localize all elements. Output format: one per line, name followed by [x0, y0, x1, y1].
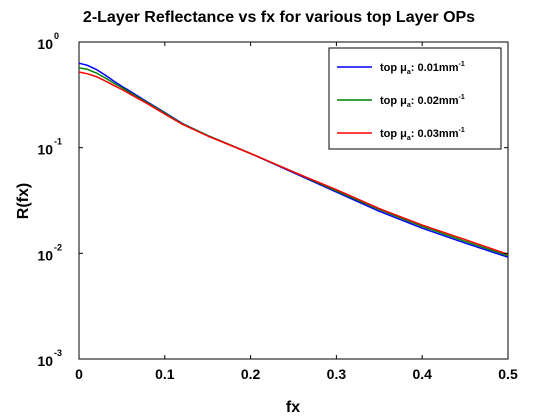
legend-item: top μa: 0.01mm-1 [337, 61, 465, 76]
chart-title: 2-Layer Reflectance vs fx for various to… [83, 9, 475, 26]
y-tick-label: 10 -3 [37, 348, 62, 369]
y-tick-exponent: -2 [54, 242, 62, 252]
legend-box [328, 47, 502, 150]
y-tick-exponent: -3 [54, 348, 62, 358]
x-tick-label: 0.3 [327, 366, 347, 382]
legend-item: top μa: 0.02mm-1 [337, 94, 465, 109]
y-tick-label: 10 -1 [37, 137, 62, 158]
x-tick-label: 0 [75, 366, 83, 382]
y-tick-base: 10 [37, 353, 53, 369]
y-tick-label: 10 0 [37, 31, 59, 52]
series-layer [78, 62, 509, 258]
y-tick-label: 10-2 [37, 242, 62, 263]
legend-item: top μa: 0.03mm-1 [337, 127, 465, 142]
y-tick-base: 10 [37, 36, 53, 52]
legend-label: top μa: 0.01mm-1 [380, 61, 465, 76]
series-line-3 [78, 71, 509, 256]
legend-items: top μa: 0.01mm-1 top μa: 0.02mm-1 top μa: … [337, 61, 465, 142]
x-tick-label: 0.2 [241, 366, 261, 382]
x-tick-label: 0.5 [498, 366, 518, 382]
legend-label: top μa: 0.02mm-1 [380, 94, 465, 109]
legend: top μa: 0.01mm-1 top μa: 0.02mm-1 top μa: … [328, 47, 502, 150]
y-tick-exponent: -1 [54, 137, 62, 147]
x-tick-label: 0.1 [155, 366, 175, 382]
y-tick-base: 10 [37, 247, 53, 263]
x-axis-label: fx [286, 399, 300, 416]
legend-label: top μa: 0.03mm-1 [380, 127, 465, 142]
y-tick-exponent: 0 [54, 31, 59, 41]
y-tick-base: 10 [37, 142, 53, 158]
x-tick-label: 0.4 [412, 366, 432, 382]
y-axis-label: R(fx) [15, 183, 32, 219]
